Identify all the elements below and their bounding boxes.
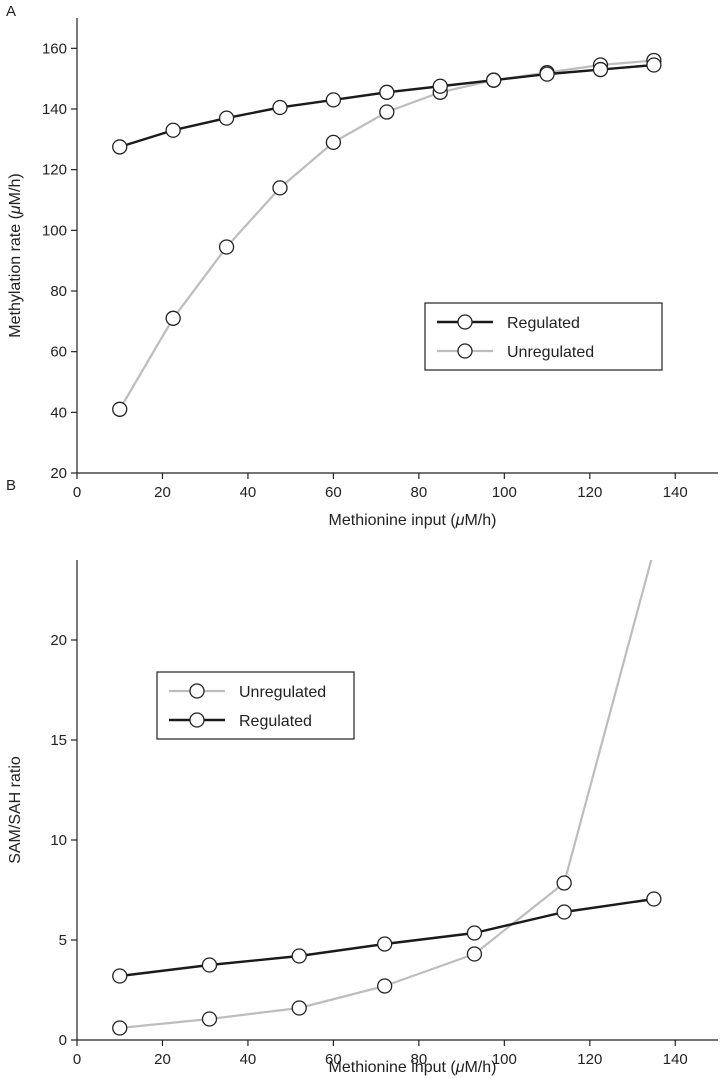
x-tick-label: 80: [411, 1051, 428, 1068]
data-point-regulated: [485, 72, 502, 88]
data-point-regulated: [112, 968, 128, 984]
x-tick-label: 140: [663, 484, 688, 501]
data-point-unregulated: [291, 1000, 307, 1016]
y-tick-label: 20: [50, 465, 67, 482]
y-tick-label: 80: [50, 283, 67, 300]
y-tick-label: 60: [50, 344, 67, 361]
x-tick-label: 100: [492, 1051, 517, 1068]
data-point-unregulated: [647, 543, 661, 557]
legend: Regulated Unregulated: [424, 302, 663, 371]
legend-label: Regulated: [507, 315, 580, 332]
legend-item-regulated: Regulated: [169, 712, 312, 730]
x-tick-label: 20: [154, 1051, 171, 1068]
data-point-regulated: [218, 110, 235, 126]
data-point-regulated: [291, 948, 307, 964]
data-point-regulated: [432, 78, 448, 94]
legend-item-unregulated: Unregulated: [437, 343, 594, 361]
series-regulated: [112, 57, 662, 155]
data-point-regulated: [201, 957, 218, 973]
x-tick-label: 80: [411, 484, 428, 501]
y-tick-label: 40: [50, 404, 67, 421]
data-point-regulated: [325, 92, 342, 108]
x-axis-title: Methionine input (μM/h): [329, 1059, 497, 1076]
panel-letter: B: [6, 477, 16, 494]
data-point-regulated: [646, 891, 662, 907]
legend-box: [156, 671, 355, 740]
legend: Unregulated Regulated: [156, 671, 355, 740]
legend-label: Unregulated: [239, 684, 326, 701]
data-point-unregulated: [377, 978, 393, 994]
data-point-unregulated: [165, 310, 181, 326]
data-point-unregulated: [112, 401, 128, 417]
y-tick-label: 15: [50, 732, 67, 749]
data-point-regulated: [112, 139, 128, 155]
y-tick-label: 140: [42, 101, 67, 118]
y-axis-title: Methylation rate (μM/h): [7, 173, 24, 337]
data-point-regulated: [646, 57, 662, 73]
data-point-regulated: [272, 99, 288, 116]
x-tick-label: 120: [577, 1051, 602, 1068]
data-point-regulated: [377, 936, 393, 952]
data-point-regulated: [165, 122, 181, 138]
data-point-regulated: [379, 84, 395, 100]
x-tick-label: 40: [240, 1051, 257, 1068]
panel-b: B 0 20 40 60 80 100 120 140 0 5 10 15 20 Methionine in…: [6, 477, 718, 1076]
y-axis-title: SAM/SAH ratio: [7, 756, 24, 864]
legend-item-unregulated: Unregulated: [169, 683, 326, 701]
series-line-unregulated: [119, 560, 653, 1030]
data-point-unregulated: [112, 1020, 128, 1036]
data-point-regulated: [556, 904, 572, 920]
data-point-unregulated: [272, 180, 288, 196]
x-tick-label: 100: [492, 484, 517, 501]
data-point-regulated: [539, 66, 555, 82]
data-point-unregulated: [379, 104, 395, 120]
series-unregulated: [112, 543, 661, 1036]
data-point-regulated: [466, 925, 483, 941]
y-tick-label: 5: [59, 932, 67, 949]
x-tick-label: 60: [325, 1051, 342, 1068]
y-tick-label: 160: [42, 40, 67, 57]
data-point-unregulated: [325, 134, 342, 151]
x-tick-label: 120: [577, 484, 602, 501]
data-point-unregulated: [556, 875, 572, 891]
x-tick-label: 0: [73, 1051, 81, 1068]
legend-label: Unregulated: [507, 344, 594, 361]
y-tick-label: 20: [50, 632, 67, 649]
x-tick-label: 0: [73, 484, 81, 501]
x-axis-title: Methionine input (μM/h): [329, 512, 497, 529]
x-tick-label: 40: [240, 484, 257, 501]
y-tick-label: 120: [42, 162, 67, 179]
x-tick-label: 140: [663, 1051, 688, 1068]
panel-letter: A: [6, 3, 16, 20]
series-regulated: [112, 891, 662, 984]
data-point-unregulated: [201, 1011, 218, 1027]
y-tick-label: 10: [50, 832, 67, 849]
data-point-unregulated: [218, 239, 235, 255]
data-point-unregulated: [466, 946, 483, 962]
data-point-regulated: [592, 61, 609, 78]
legend-item-regulated: Regulated: [437, 314, 580, 332]
panel-a: A 0 20 40 60 80 100 120 140 20 40 60 80 100 120 140 160 M…: [6, 3, 718, 529]
legend-box: [424, 302, 663, 371]
x-tick-label: 60: [325, 484, 342, 501]
y-tick-label: 0: [59, 1032, 67, 1049]
legend-label: Regulated: [239, 713, 312, 730]
y-tick-label: 100: [42, 222, 67, 239]
x-tick-label: 20: [154, 484, 171, 501]
